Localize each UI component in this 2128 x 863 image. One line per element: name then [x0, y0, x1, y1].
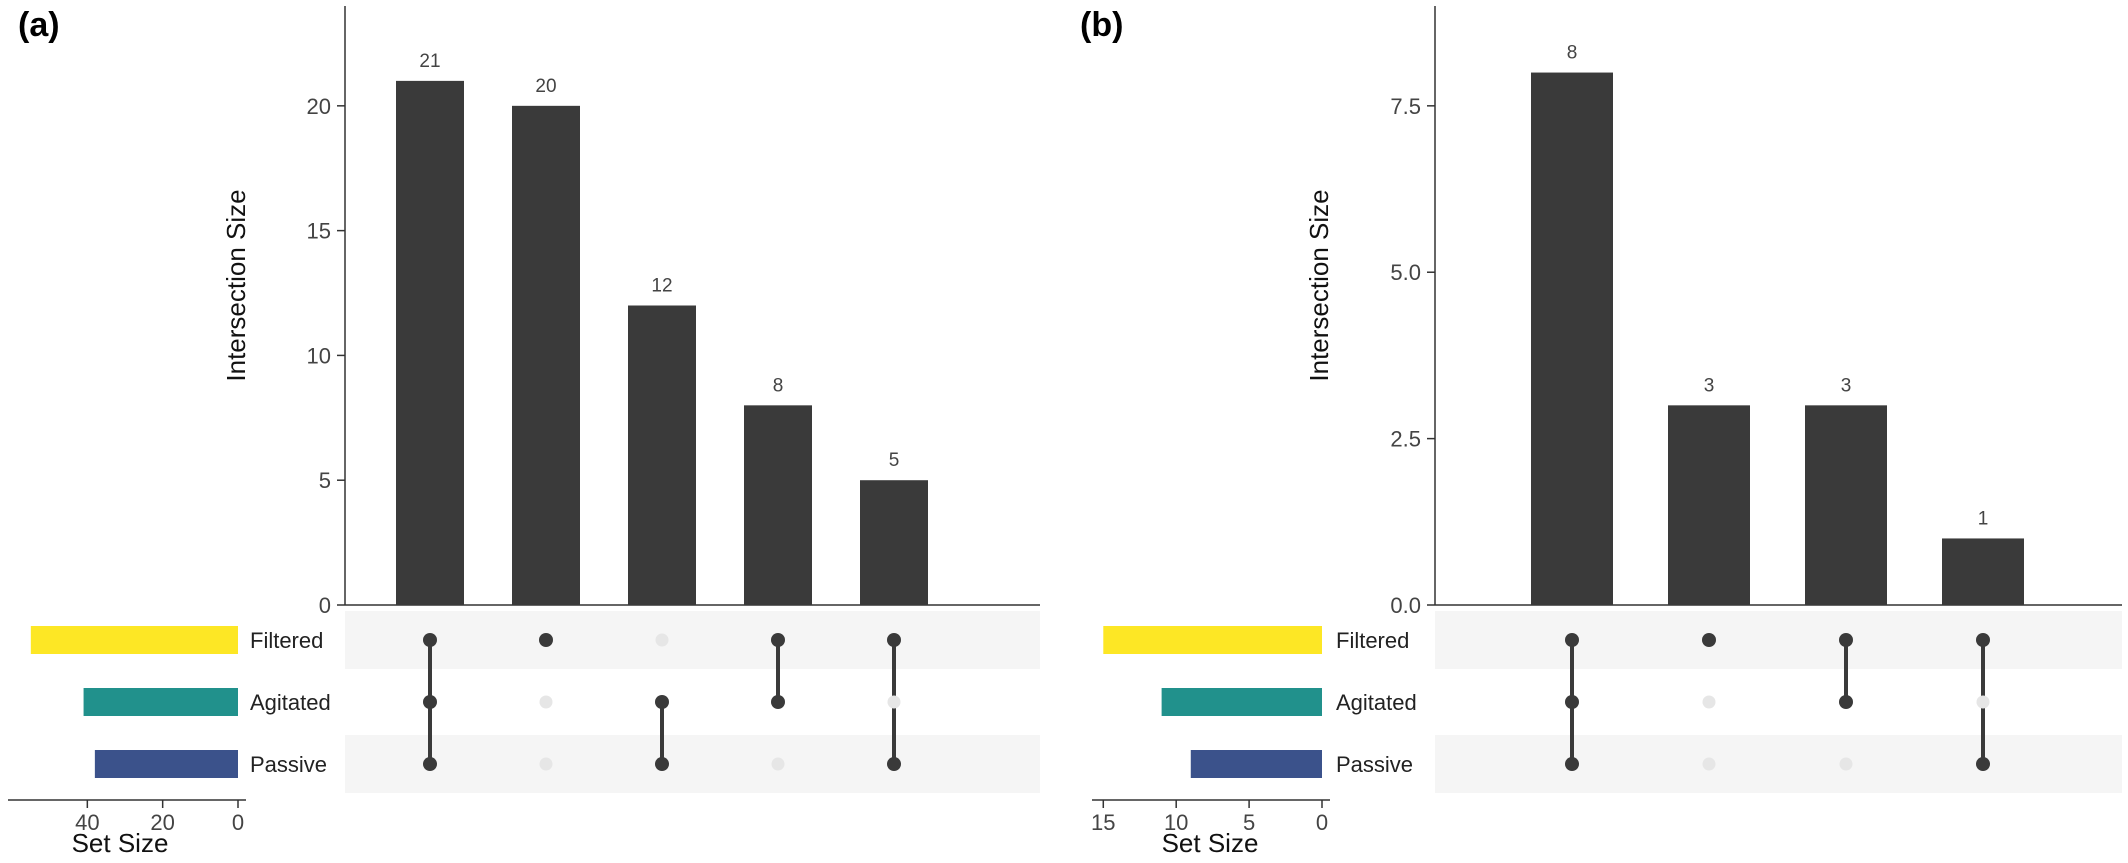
bar-value-label: 8 — [1567, 43, 1578, 64]
matrix-dot-inactive — [887, 695, 901, 709]
set-size-tick-label: 0 — [232, 810, 244, 835]
y-tick-label: 0.0 — [1390, 593, 1421, 618]
bar-value-label: 20 — [535, 76, 556, 97]
set-size-axis-title: Set Size — [1162, 828, 1259, 858]
matrix-dot-active — [539, 633, 553, 647]
set-size-tick-label: 10 — [1164, 810, 1188, 835]
matrix-dot-active — [887, 633, 901, 647]
matrix-dot-active — [423, 633, 437, 647]
y-axis-title: Intersection Size — [1304, 189, 1334, 381]
set-size-tick-label: 0 — [1316, 810, 1328, 835]
set-size-bar — [1190, 750, 1322, 778]
matrix-dot-active — [1839, 633, 1853, 647]
y-tick-label: 20 — [307, 94, 331, 119]
y-tick-label: 0 — [319, 593, 331, 618]
matrix-dot-active — [1976, 633, 1990, 647]
set-name-label: Passive — [1336, 752, 1413, 777]
bar-value-label: 21 — [419, 51, 440, 72]
y-tick-label: 5 — [319, 468, 331, 493]
matrix-row-band — [345, 611, 1040, 669]
matrix-row-band — [1435, 611, 2122, 669]
matrix-dot-inactive — [539, 757, 553, 771]
set-size-tick-label: 20 — [150, 810, 174, 835]
matrix-dot-active — [1976, 757, 1990, 771]
matrix-dot-active — [1565, 757, 1579, 771]
set-size-bar — [1103, 626, 1322, 654]
intersection-bar — [1531, 72, 1613, 606]
bar-value-label: 12 — [651, 276, 672, 297]
matrix-dot-inactive — [539, 695, 553, 709]
matrix-dot-active — [1839, 695, 1853, 709]
set-name-label: Agitated — [250, 690, 331, 715]
matrix-dot-active — [887, 757, 901, 771]
intersection-bar — [512, 105, 580, 605]
bar-value-label: 3 — [1841, 375, 1852, 396]
matrix-dot-active — [655, 695, 669, 709]
panel-b: (b) 0.0 2.5 5.0 7.5 Intersection Size 8 3 3 1 Filt… — [1080, 6, 2122, 858]
matrix-dot-active — [1565, 633, 1579, 647]
bar-value-label: 1 — [1978, 508, 1989, 529]
matrix-dot-active — [423, 757, 437, 771]
set-size-axis-title: Set Size — [72, 828, 169, 858]
intersection-bar — [1942, 538, 2024, 605]
intersection-bar — [628, 305, 696, 605]
y-tick-label: 7.5 — [1390, 94, 1421, 119]
set-size-bar — [83, 688, 238, 716]
set-size-bar — [94, 750, 238, 778]
intersection-bar — [860, 480, 928, 605]
bar-value-label: 5 — [889, 450, 900, 471]
matrix-dot-inactive — [771, 757, 785, 771]
bar-value-label: 8 — [773, 375, 784, 396]
intersection-bar — [396, 80, 464, 605]
set-name-label: Agitated — [1336, 690, 1417, 715]
matrix-dot-active — [423, 695, 437, 709]
y-tick-label: 10 — [307, 343, 331, 368]
set-size-tick-label: 40 — [75, 810, 99, 835]
intersection-bar — [744, 405, 812, 605]
matrix-row-band — [1435, 735, 2122, 793]
matrix-dot-active — [771, 633, 785, 647]
set-size-bar — [30, 626, 239, 654]
panel-label: (a) — [18, 6, 60, 44]
intersection-bar — [1805, 405, 1887, 605]
matrix-dot-inactive — [1702, 757, 1716, 771]
matrix-dot-inactive — [1702, 695, 1716, 709]
set-size-tick-label: 15 — [1091, 810, 1115, 835]
y-tick-label: 2.5 — [1390, 427, 1421, 452]
set-name-label: Filtered — [1336, 628, 1409, 653]
matrix-dot-active — [1565, 695, 1579, 709]
set-name-label: Passive — [250, 752, 327, 777]
matrix-dot-active — [771, 695, 785, 709]
y-axis-title: Intersection Size — [221, 189, 251, 381]
matrix-row-band — [345, 735, 1040, 793]
matrix-dot-active — [655, 757, 669, 771]
intersection-bar — [1668, 405, 1750, 605]
set-size-bar — [1161, 688, 1322, 716]
matrix-dot-inactive — [1839, 757, 1853, 771]
bar-value-label: 3 — [1704, 375, 1715, 396]
matrix-dot-inactive — [1976, 695, 1990, 709]
matrix-dot-active — [1702, 633, 1716, 647]
set-size-tick-label: 5 — [1243, 810, 1255, 835]
panel-a: (a) 0 5 10 15 20 Intersection Size 21 20 12 8 5 Filt… — [8, 6, 1040, 858]
y-tick-label: 5.0 — [1390, 260, 1421, 285]
matrix-dot-inactive — [655, 633, 669, 647]
set-name-label: Filtered — [250, 628, 323, 653]
y-tick-label: 15 — [307, 219, 331, 244]
panel-label: (b) — [1080, 6, 1123, 44]
